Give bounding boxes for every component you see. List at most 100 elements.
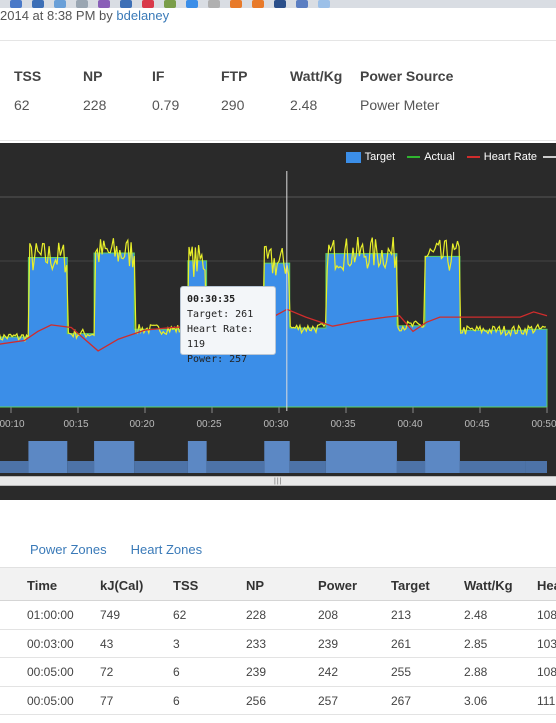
actual-power-line[interactable] [0,236,547,342]
bookmark-icon[interactable] [296,0,308,8]
chart-legend: Target Actual Heart Rate [334,151,556,163]
legend-item-actual[interactable]: Actual [407,151,455,163]
navigator-block [289,461,326,473]
workout-chart[interactable]: Target Actual Heart Rate [0,143,556,500]
cell-power: 208 [318,608,339,622]
bookmark-icon[interactable] [186,0,198,8]
table-row[interactable]: 01:00:00 749 62 228 208 213 2.48 108 [0,601,556,630]
cell-target: 213 [391,608,412,622]
legend-item-heart-rate[interactable]: Heart Rate [466,151,556,163]
bookmark-icon[interactable] [98,0,110,8]
summary-value-watt-kg: 2.48 [290,97,318,113]
cell-kj: 749 [100,608,121,622]
table-row[interactable]: 00:06:008772412422612.88109 [0,715,556,723]
folder-icon[interactable] [318,0,330,8]
summary-value-tss: 62 [14,97,30,113]
cell-watt-kg: 2.85 [464,636,488,651]
cell-watt-kg: 3.06 [464,693,488,708]
cell-np: 228 [246,608,267,622]
bookmark-icon[interactable] [10,0,22,8]
legend-label-actual: Actual [424,151,455,163]
column-header-target[interactable]: Target [391,578,430,593]
cell-kj: 43 [100,636,114,651]
tooltip-heart-rate: Heart Rate: 119 [187,324,254,350]
bookmark-icon[interactable] [164,0,176,8]
x-tick-label: 00:10 [0,419,25,430]
x-tick-label: 00:50 [531,419,556,430]
cell-np: 233 [246,636,267,651]
column-header-heart[interactable]: Hea [537,578,556,593]
summary-value-if: 0.79 [152,97,180,113]
summary-value-np: 228 [83,97,107,113]
legend-swatch-target [345,151,361,163]
bookmark-icon[interactable] [274,0,286,8]
author-link[interactable]: bdelaney [116,8,170,23]
divider [0,40,556,41]
column-header-np[interactable]: NP [246,578,265,593]
cell-tss: 6 [173,665,180,680]
posted-text: 2014 at 8:38 PM by [0,8,113,23]
cell-watt-kg: 2.88 [464,665,488,680]
divider [0,140,556,141]
cell-heart: 108 [537,608,556,622]
bookmark-icon[interactable] [208,0,220,8]
cell-heart: 103 [537,636,556,651]
column-header-watt-kg[interactable]: Watt/Kg [464,578,513,593]
tab-power-zones[interactable]: Power Zones [30,542,107,557]
column-header-power[interactable]: Power [318,578,358,593]
intervals-table: Time kJ(Cal) TSS NP Power Target Watt/Kg… [0,567,556,723]
summary-value-power-source: Power Meter [360,97,440,113]
scrollbar-grip-icon[interactable]: ||| [274,478,283,485]
navigator-block [325,441,397,473]
navigator-block [525,461,547,473]
table-row[interactable]: 00:05:00 72 6 239 242 255 2.88 108 [0,658,556,687]
x-tick-label: 00:25 [196,419,222,430]
legend-item-target[interactable]: Target [345,151,396,163]
legend-label-heart-rate: Heart Rate [483,151,537,163]
tooltip-power: Power: 257 [187,354,248,365]
summary-label-watt-kg: Watt/Kg [290,68,343,84]
bookmark-icon[interactable] [76,0,88,8]
chart-tooltip: 00:30:35 Target: 261 Heart Rate: 119 Pow… [180,286,276,365]
legend-swatch-actual [407,156,421,158]
chart-canvas[interactable] [0,143,556,500]
bookmark-icon[interactable] [230,0,242,8]
bookmark-icon[interactable] [252,0,264,8]
tooltip-time: 00:30:35 [187,294,236,305]
navigator-scrollbar[interactable]: ||| [0,476,556,486]
tab-heart-zones[interactable]: Heart Zones [130,542,203,557]
cell-target: 261 [391,636,412,651]
cell-time: 01:00:00 [27,608,74,622]
cell-np: 256 [246,693,267,708]
cell-power: 257 [318,693,339,708]
table-row[interactable]: 00:05:00 77 6 256 257 267 3.06 111 [0,687,556,716]
navigator-block [94,441,135,473]
navigator-block [134,461,188,473]
summary-label-power-source: Power Source [360,68,454,84]
x-tick-label: 00:15 [63,419,89,430]
cell-power: 242 [318,665,339,680]
navigator-block [396,461,426,473]
summary-label-ftp: FTP [221,68,248,84]
cell-tss: 62 [173,608,187,622]
cell-time: 00:05:00 [27,665,74,680]
legend-label-target: Target [364,151,396,163]
navigator-block [206,461,265,473]
bookmark-icon[interactable] [120,0,132,8]
cell-kj: 77 [100,693,114,708]
cell-np: 239 [246,665,267,680]
column-header-time[interactable]: Time [27,578,58,593]
cell-tss: 6 [173,693,180,708]
post-byline: 2014 at 8:38 PM by bdelaney [0,8,169,23]
cell-time: 00:03:00 [27,636,74,651]
table-body: 01:00:00 749 62 228 208 213 2.48 108 00:03:00 43 3… [0,601,556,723]
bookmarks-bar [0,0,556,8]
bookmark-icon[interactable] [142,0,154,8]
bookmark-icon[interactable] [54,0,66,8]
column-header-tss[interactable]: TSS [173,578,199,593]
table-row[interactable]: 00:03:00 43 3 233 239 261 2.85 103 [0,630,556,659]
heart-rate-line[interactable] [0,308,548,352]
bookmark-icon[interactable] [32,0,44,8]
cell-heart: 108 [537,665,556,680]
column-header-kj[interactable]: kJ(Cal) [100,578,144,593]
